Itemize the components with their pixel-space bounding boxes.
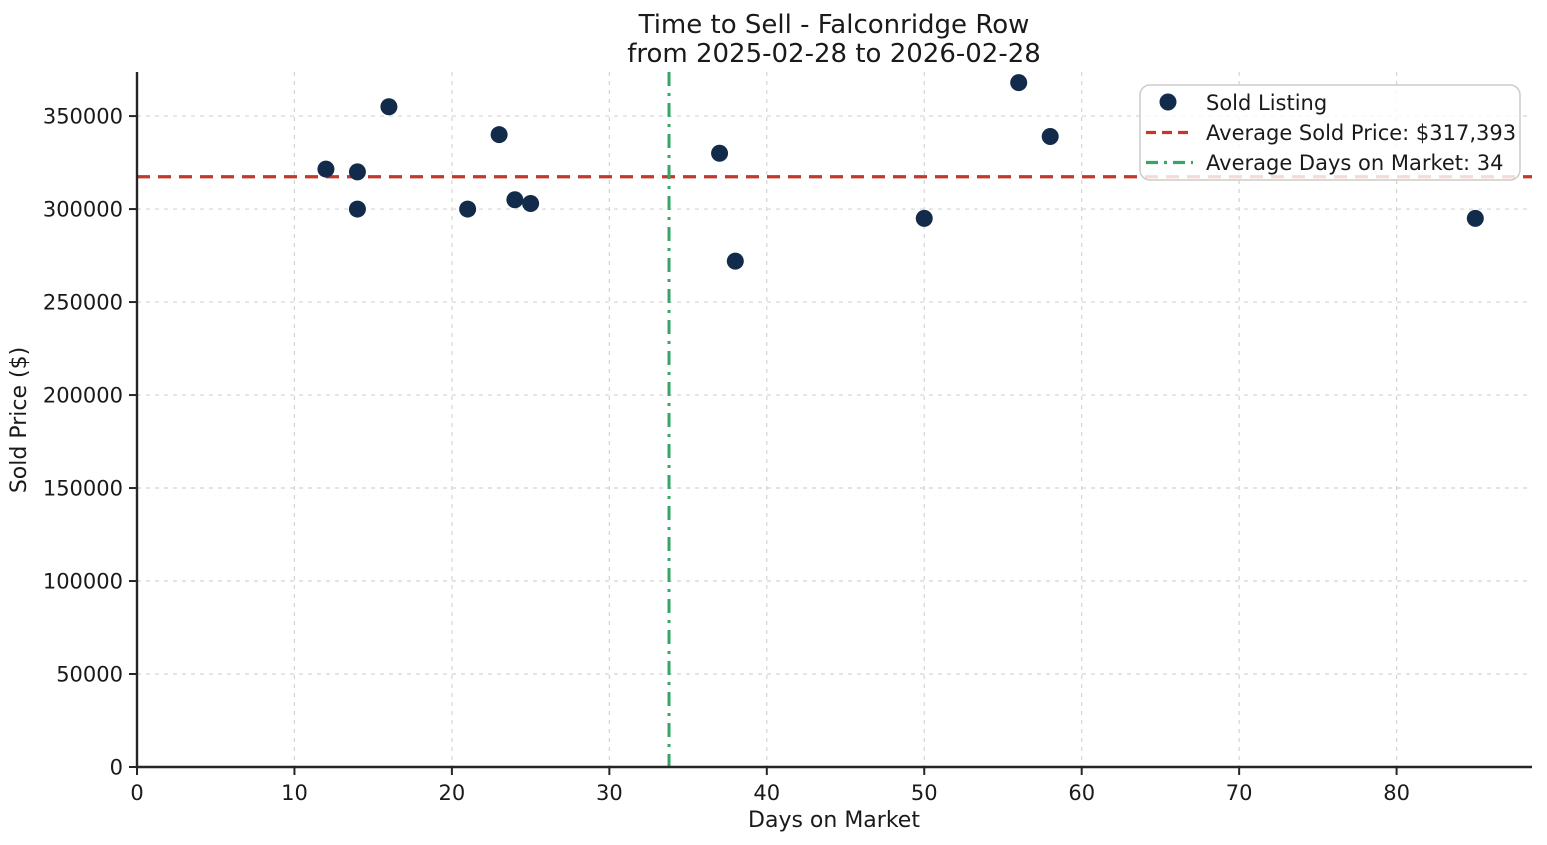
y-tick-label: 100000	[43, 570, 123, 594]
axes-spines	[135, 72, 1532, 769]
legend-frame	[1139, 84, 1521, 181]
axis-ticks: 0 10 20 30 40 50 60 70 80 0 50000 100000 150000 20000…	[43, 105, 1410, 805]
data-point	[1041, 128, 1059, 146]
data-point	[380, 98, 398, 116]
data-point	[348, 163, 366, 181]
legend-sold-listing-label: Sold Listing	[1206, 91, 1327, 115]
y-tick-label: 0	[110, 756, 123, 780]
scatter-points	[317, 74, 1484, 270]
data-point	[1010, 74, 1028, 92]
y-axis-label: Sold Price ($)	[7, 347, 32, 493]
data-point	[1466, 209, 1484, 227]
data-point	[348, 200, 366, 218]
x-tick-label: 40	[753, 781, 780, 805]
x-tick-label: 0	[130, 781, 143, 805]
y-tick-label: 300000	[43, 198, 123, 222]
chart-title: Time to Sell - Falconridge Row	[638, 10, 1030, 40]
x-tick-label: 10	[281, 781, 308, 805]
y-tick-label: 50000	[56, 663, 123, 687]
legend-box: Sold Listing Average Sold Price: $317,39…	[1139, 84, 1521, 181]
legend-avg-days-label: Average Days on Market: 34	[1206, 151, 1504, 175]
chart-subtitle: from 2025-02-28 to 2026-02-28	[627, 39, 1041, 69]
y-tick-label: 350000	[43, 105, 123, 129]
legend-avg-price-label: Average Sold Price: $317,393	[1206, 121, 1516, 145]
x-tick-label: 80	[1383, 781, 1410, 805]
x-tick-label: 30	[596, 781, 623, 805]
x-tick-label: 20	[439, 781, 466, 805]
y-tick-label: 250000	[43, 291, 123, 315]
y-tick-label: 200000	[43, 384, 123, 408]
x-tick-label: 60	[1068, 781, 1095, 805]
x-tick-label: 70	[1226, 781, 1253, 805]
data-point	[522, 194, 540, 212]
legend-sold-listing-marker	[1159, 93, 1177, 111]
x-axis-label: Days on Market	[748, 808, 920, 833]
data-point	[711, 144, 729, 162]
data-point	[506, 191, 524, 209]
data-point	[726, 252, 744, 270]
data-point	[317, 160, 335, 178]
data-point	[490, 126, 508, 144]
y-tick-label: 150000	[43, 477, 123, 501]
data-point	[459, 200, 477, 218]
data-point	[915, 209, 933, 227]
x-tick-label: 50	[911, 781, 938, 805]
